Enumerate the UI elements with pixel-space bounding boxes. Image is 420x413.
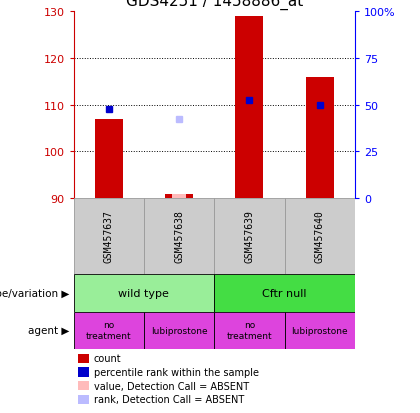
- Title: GDS4251 / 1458886_at: GDS4251 / 1458886_at: [126, 0, 303, 9]
- Bar: [306, 78, 334, 198]
- Bar: [285, 312, 355, 349]
- Bar: [144, 312, 214, 349]
- Bar: [94, 119, 123, 198]
- Bar: [172, 195, 186, 198]
- Bar: [285, 198, 355, 275]
- Bar: [235, 17, 263, 198]
- Text: value, Detection Call = ABSENT: value, Detection Call = ABSENT: [94, 381, 249, 391]
- Text: Cftr null: Cftr null: [262, 288, 307, 298]
- Text: genotype/variation ▶: genotype/variation ▶: [0, 288, 69, 298]
- Text: lubiprostone: lubiprostone: [291, 326, 348, 335]
- Text: GSM457639: GSM457639: [244, 210, 255, 263]
- Text: wild type: wild type: [118, 288, 169, 298]
- Text: no
treatment: no treatment: [226, 321, 272, 340]
- Text: count: count: [94, 354, 121, 363]
- Text: no
treatment: no treatment: [86, 321, 131, 340]
- Bar: [214, 275, 355, 312]
- Bar: [165, 195, 193, 198]
- Text: GSM457638: GSM457638: [174, 210, 184, 263]
- Bar: [144, 198, 214, 275]
- Text: rank, Detection Call = ABSENT: rank, Detection Call = ABSENT: [94, 394, 244, 404]
- Text: lubiprostone: lubiprostone: [151, 326, 207, 335]
- Bar: [214, 198, 285, 275]
- Bar: [214, 312, 285, 349]
- Bar: [74, 275, 214, 312]
- Bar: [74, 312, 144, 349]
- Text: GSM457637: GSM457637: [104, 210, 114, 263]
- Text: percentile rank within the sample: percentile rank within the sample: [94, 367, 259, 377]
- Text: GSM457640: GSM457640: [315, 210, 325, 263]
- Bar: [74, 198, 144, 275]
- Text: agent ▶: agent ▶: [28, 325, 69, 335]
